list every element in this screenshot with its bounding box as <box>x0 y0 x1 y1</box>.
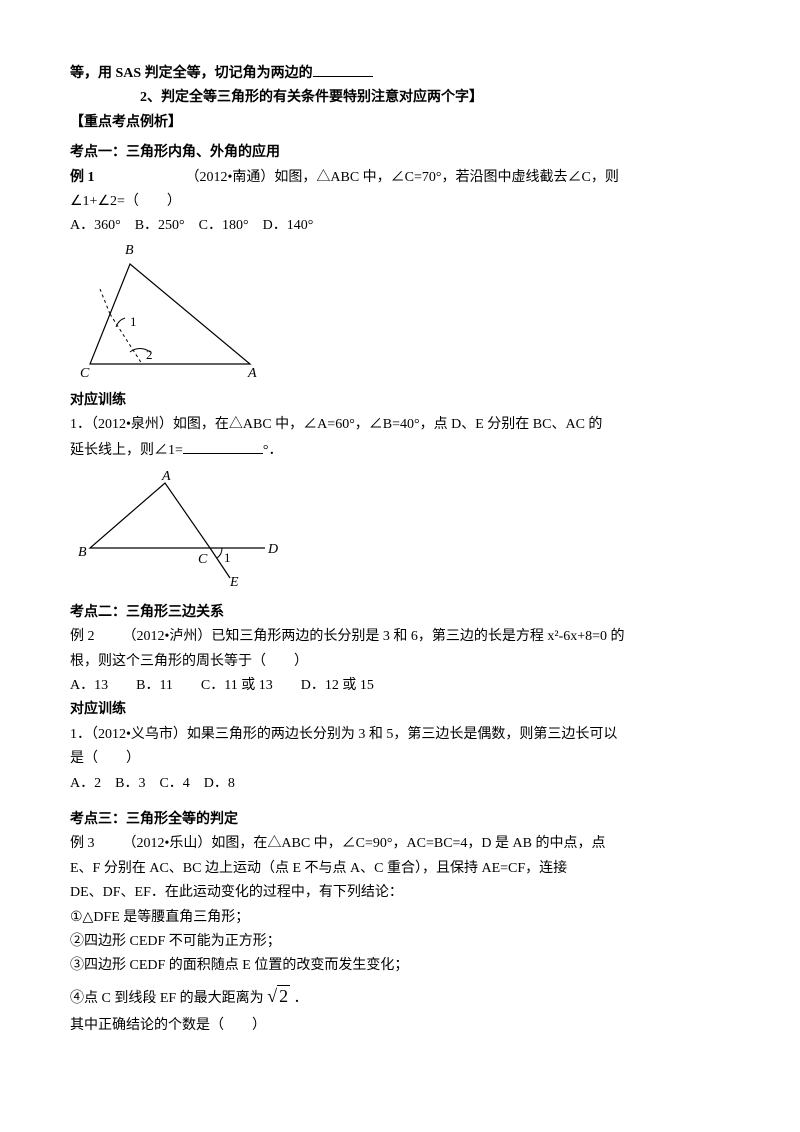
fig2-label-b: B <box>78 545 87 560</box>
blank-2 <box>183 439 263 454</box>
fig1-label-c: C <box>80 366 90 381</box>
fig2-label-d: D <box>267 542 278 557</box>
kp3-s3: ③四边形 CEDF 的面积随点 E 位置的改变而发生变化； <box>70 955 730 977</box>
figure-triangle-1: B C A 1 2 <box>70 244 270 384</box>
fig2-label-e: E <box>229 575 239 588</box>
kp1-p1-b: 延长线上，则∠1=°． <box>70 439 730 462</box>
ex3-c: DE、DF、EF．在此运动变化的过程中，有下列结论： <box>70 882 730 904</box>
ex3-a: （2012•乐山）如图，在△ABC 中，∠C=90°，AC=BC=4，D 是 A… <box>123 836 606 851</box>
ex1-text-a: （2012•南通）如图，△ABC 中，∠C=70°，若沿图中虚线截去∠C，则 <box>186 170 619 185</box>
fig1-label-2: 2 <box>146 347 153 362</box>
fig2-label-1: 1 <box>224 550 231 565</box>
ex2-text-a: （2012•泸州）已知三角形两边的长分别是 3 和 6，第三边的长是方程 x²-… <box>123 629 625 644</box>
kp3-s2: ②四边形 CEDF 不可能为正方形； <box>70 931 730 953</box>
ex1-opts: A．360° B．250° C．180° D．140° <box>70 215 730 237</box>
fig1-label-b: B <box>125 244 134 258</box>
blank-1 <box>313 62 373 77</box>
intro-line1: 等，用 SAS 判定全等，切记角为两边的 <box>70 62 730 85</box>
intro-text-1: 等，用 SAS 判定全等，切记角为两边的 <box>70 66 313 81</box>
ex2-label: 例 2 <box>70 629 95 644</box>
kp2-p1-b: 是（ ） <box>70 748 730 770</box>
intro-line2: 2、判定全等三角形的有关条件要特别注意对应两个字】 <box>70 87 730 109</box>
ex3-label: 例 3 <box>70 836 95 851</box>
ex3-b: E、F 分别在 AC、BC 边上运动（点 E 不与点 A、C 重合），且保持 A… <box>70 858 730 880</box>
fig1-label-a: A <box>247 366 257 381</box>
kp2-ex: 例 2 （2012•泸州）已知三角形两边的长分别是 3 和 6，第三边的长是方程… <box>70 626 730 648</box>
ex2-text-b: 根，则这个三角形的周长等于（ ） <box>70 651 730 673</box>
kp1-ex1: 例 1 （2012•南通）如图，△ABC 中，∠C=70°，若沿图中虚线截去∠C… <box>70 167 730 189</box>
ex1-text-b: ∠1+∠2=（ ） <box>70 191 730 213</box>
figure-triangle-2: A B C D E 1 <box>70 468 300 588</box>
header-key-examples: 【重点考点例析】 <box>70 112 730 134</box>
kp3-title: 考点三：三角形全等的判定 <box>70 809 730 831</box>
fig2-label-c: C <box>198 552 208 567</box>
kp1-title: 考点一：三角形内角、外角的应用 <box>70 142 730 164</box>
kp3-q: 其中正确结论的个数是（ ） <box>70 1015 730 1037</box>
fig2-label-a: A <box>161 469 171 484</box>
kp3-s4: ④点 C 到线段 EF 的最大距离为 √2 ． <box>70 982 730 1011</box>
ex1-label: 例 1 <box>70 170 95 185</box>
kp1-p1-a: 1．（2012•泉州）如图，在△ABC 中，∠A=60°，∠B=40°，点 D、… <box>70 414 730 436</box>
fig1-label-1: 1 <box>130 314 137 329</box>
kp2-practice-title: 对应训练 <box>70 699 730 721</box>
kp3-s1: ①△DFE 是等腰直角三角形； <box>70 907 730 929</box>
ex2-opts: A．13 B．11 C．11 或 13 D．12 或 15 <box>70 675 730 697</box>
sqrt-2: √2 <box>267 985 290 1006</box>
kp2-p1-a: 1．（2012•义乌市）如果三角形的两边长分别为 3 和 5，第三边长是偶数，则… <box>70 724 730 746</box>
kp2-p1-opts: A．2 B．3 C．4 D．8 <box>70 773 730 795</box>
kp2-title: 考点二：三角形三边关系 <box>70 602 730 624</box>
kp3-ex: 例 3 （2012•乐山）如图，在△ABC 中，∠C=90°，AC=BC=4，D… <box>70 833 730 855</box>
kp1-practice-title: 对应训练 <box>70 390 730 412</box>
